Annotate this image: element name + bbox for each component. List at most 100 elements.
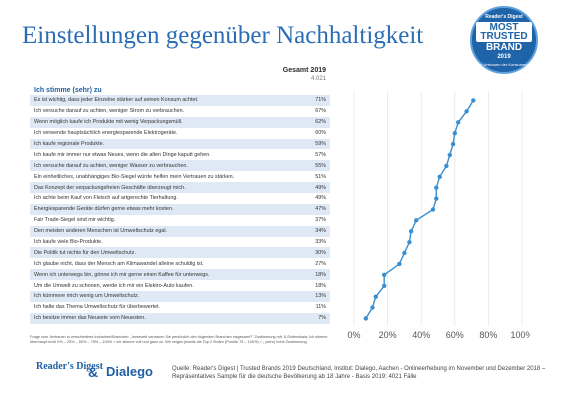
statement-value: 11%: [315, 304, 326, 311]
source-note: Quelle: Reader's Digest | Trusted Brands…: [172, 366, 546, 380]
data-point: [437, 174, 442, 179]
statement-value: 49%: [315, 184, 326, 191]
table-row: Ich halte das Thema Umweltschutz für übe…: [30, 301, 330, 313]
statement-value: 55%: [315, 162, 326, 169]
data-point: [452, 131, 457, 136]
table-row: Ich versuche darauf zu achten, weniger S…: [30, 105, 330, 117]
data-point: [464, 109, 469, 114]
data-point: [434, 196, 439, 201]
statement-value: 27%: [315, 260, 326, 267]
statement-value: 37%: [315, 217, 326, 224]
data-point: [447, 152, 452, 158]
statement-value: 33%: [315, 239, 326, 246]
data-point: [450, 141, 456, 147]
statement-label: Wenn ich unterwegs bin, gönne ich mir ge…: [34, 271, 210, 278]
statement-label: Energiesparende Geräte dürfen gerne etwa…: [34, 206, 174, 213]
statement-value: 13%: [315, 293, 326, 300]
table-row: Ich kaufe mir immer nur etwas Neues, wen…: [30, 149, 330, 161]
table-row: Fair Trade-Siegel sind mir wichtig. 37%: [30, 214, 330, 226]
footnote: Frage zum Vertrauen in verschiedene Indu…: [30, 335, 328, 344]
statement-label: Ich kümmere mich wenig um Umweltschutz.: [34, 293, 140, 300]
statement-value: 51%: [315, 173, 326, 180]
table-row: Ein einheitliches, unabhängiges Bio-Sieg…: [30, 171, 330, 183]
statement-label: Ich verwende hauptsächlich energiesparen…: [34, 130, 178, 137]
statement-value: 18%: [315, 271, 326, 278]
data-point: [408, 229, 414, 234]
statement-label: Ich versuche darauf zu achten, weniger S…: [34, 108, 185, 115]
statement-value: 30%: [315, 249, 326, 256]
table-row: Ich kaufe viele Bio-Produkte. 33%: [30, 236, 330, 248]
statement-value: 62%: [315, 119, 326, 126]
table-row: Den meisten anderen Menschen ist Umwelts…: [30, 225, 330, 237]
statement-value: 47%: [315, 206, 326, 213]
table-row: Es ist wichtig, dass jeder Einzelne stär…: [30, 95, 330, 106]
group-label: Ich stimme (sehr) zu: [34, 87, 102, 94]
badge-year: 2019: [497, 54, 511, 60]
statement-value: 49%: [315, 195, 326, 202]
sample-size: 4.021: [310, 76, 326, 82]
table-row: Die Politik tut nichts für den Umweltsch…: [30, 247, 330, 259]
table-row: Ich verwende hauptsächlich energiesparen…: [30, 127, 330, 139]
statement-label: Ich kaufe mir immer nur etwas Neues, wen…: [34, 151, 211, 158]
table-row: Ich kümmere mich wenig um Umweltschutz. 1…: [30, 291, 330, 302]
data-point: [370, 305, 375, 310]
statement-label: Fair Trade-Siegel sind mir wichtig.: [34, 217, 116, 224]
statement-value: 67%: [315, 108, 326, 115]
table-row: Ich besitze immer das Neueste vom Neuest…: [30, 312, 330, 324]
data-point: [402, 250, 407, 256]
statement-value: 59%: [315, 141, 326, 147]
table-row: Ich achte beim Kauf von Fleisch auf artg…: [30, 193, 330, 204]
statement-label: Ich halte das Thema Umweltschutz für übe…: [34, 304, 161, 311]
x-tick-label: 80%: [479, 330, 497, 340]
readers-digest-logo: Reader's Digest: [36, 361, 103, 372]
data-point: [430, 207, 436, 212]
statement-label: Wenn möglich kaufe ich Produkte mit weni…: [34, 119, 183, 126]
data-point: [382, 272, 387, 277]
statement-label: Das Konzept der verpackungsfreien Geschä…: [34, 184, 186, 191]
statement-label: Ich versuche darauf zu achten, weniger W…: [34, 162, 188, 169]
data-point: [363, 316, 368, 321]
statement-label: Ich achte beim Kauf von Fleisch auf artg…: [34, 195, 178, 202]
x-tick-label: 0%: [347, 330, 360, 340]
table-row: Um die Umwelt zu schonen, werde ich mir …: [30, 280, 330, 292]
table-row: Ich versuche darauf zu achten, weniger W…: [30, 160, 330, 172]
data-point: [456, 120, 461, 125]
badge-sub: Das Vertrauen der Konsumenten: [474, 62, 534, 67]
badge-line1: MOST TRUSTED: [476, 22, 532, 42]
x-tick-label: 60%: [446, 330, 464, 340]
x-tick-label: 40%: [412, 330, 430, 340]
data-point: [414, 218, 419, 223]
statement-label: Den meisten anderen Menschen ist Umwelts…: [34, 228, 168, 235]
statement-label: Ein einheitliches, unabhängiges Bio-Sieg…: [34, 173, 235, 180]
dialego-logo: Dialego: [106, 364, 153, 379]
ampersand: &: [88, 364, 99, 380]
statement-value: 60%: [315, 130, 326, 137]
series-line: [365, 100, 474, 319]
data-point: [373, 294, 378, 299]
page-title: Einstellungen gegenüber Nachhaltigkeit: [22, 22, 424, 49]
badge-line2: BRAND: [485, 42, 523, 53]
statement-value: 71%: [315, 97, 326, 104]
statement-value: 18%: [315, 282, 326, 289]
data-point: [407, 240, 412, 245]
statement-value: 57%: [315, 151, 326, 158]
statement-value: 34%: [315, 228, 326, 235]
x-tick-label: 100%: [510, 330, 530, 340]
badge-brand: Reader's Digest: [485, 14, 523, 20]
table-row: Das Konzept der verpackungsfreien Geschä…: [30, 182, 330, 194]
data-point: [444, 163, 449, 169]
table-row: Wenn ich unterwegs bin, gönne ich mir ge…: [30, 269, 330, 281]
statement-table: Es ist wichtig, dass jeder Einzelne stär…: [30, 95, 330, 324]
data-point: [397, 261, 402, 267]
statement-value: 7%: [318, 315, 326, 322]
table-row: Ich kaufe regionale Produkte. 59%: [30, 138, 330, 150]
column-header: Gesamt 2019: [282, 67, 326, 74]
x-tick-label: 20%: [379, 330, 397, 340]
statement-label: Ich glaube nicht, dass der Mensch am Kli…: [34, 260, 204, 267]
statement-label: Die Politik tut nichts für den Umweltsch…: [34, 249, 136, 256]
table-row: Ich glaube nicht, dass der Mensch am Kli…: [30, 258, 330, 270]
statement-label: Ich kaufe viele Bio-Produkte.: [34, 239, 103, 246]
trusted-brand-badge: Reader's Digest MOST TRUSTED BRAND 2019 …: [470, 6, 538, 74]
statement-label: Es ist wichtig, dass jeder Einzelne stär…: [34, 97, 199, 104]
statement-label: Ich besitze immer das Neueste vom Neuest…: [34, 315, 146, 322]
